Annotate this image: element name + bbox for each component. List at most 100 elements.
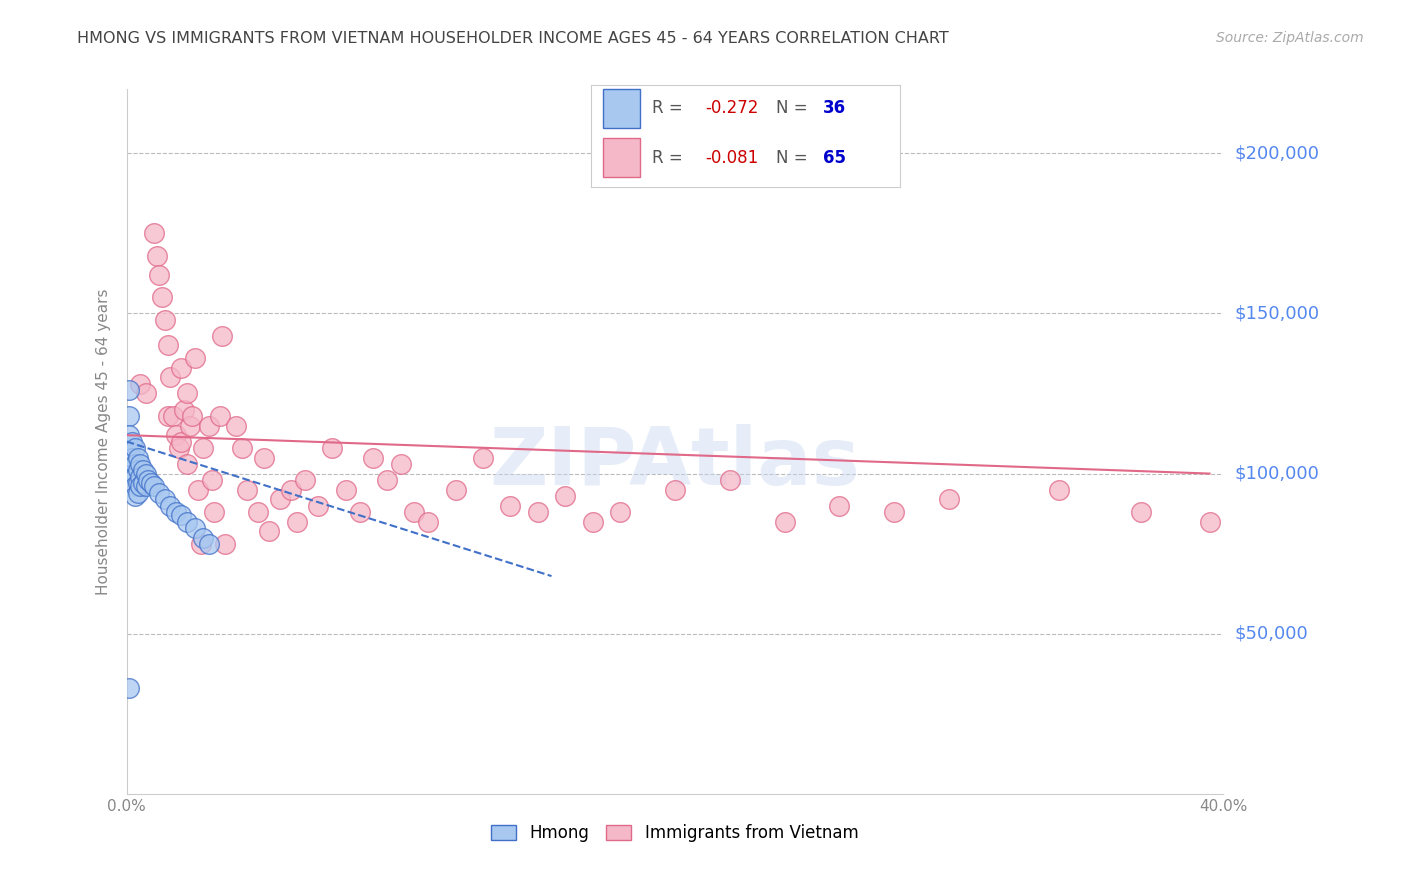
Point: [121, 434, 143, 449]
Point: [170, 360, 193, 375]
Point: [153, 492, 176, 507]
Point: [124, 469, 146, 483]
Text: $150,000: $150,000: [1234, 304, 1319, 322]
Point: [176, 515, 198, 529]
Point: [184, 521, 207, 535]
Point: [162, 409, 184, 423]
Bar: [603, 89, 640, 128]
Point: [118, 428, 141, 442]
Point: [335, 483, 357, 497]
Point: [176, 386, 198, 401]
Y-axis label: Householder Income Ages 45 - 64 years: Householder Income Ages 45 - 64 years: [96, 288, 111, 595]
Point: [179, 418, 201, 433]
Point: [159, 370, 181, 384]
Point: [1130, 505, 1153, 519]
Point: [375, 473, 398, 487]
Point: [718, 473, 741, 487]
Point: [247, 505, 270, 519]
Point: [193, 531, 215, 545]
Text: $100,000: $100,000: [1234, 465, 1319, 483]
Point: [127, 450, 149, 465]
Point: [118, 681, 141, 696]
Point: [129, 376, 152, 391]
Point: [280, 483, 302, 497]
Point: [173, 402, 195, 417]
Point: [609, 505, 631, 519]
Point: [159, 499, 181, 513]
Text: $50,000: $50,000: [1234, 624, 1308, 643]
Point: [121, 450, 143, 465]
Point: [257, 524, 280, 539]
Point: [135, 479, 157, 493]
Point: [129, 457, 152, 471]
Point: [349, 505, 371, 519]
Point: [389, 457, 412, 471]
Point: [165, 428, 187, 442]
Point: [135, 386, 157, 401]
Point: [231, 441, 253, 455]
Point: [127, 476, 149, 491]
Point: [141, 476, 163, 491]
Point: [170, 434, 193, 449]
Point: [167, 441, 190, 455]
Point: [321, 441, 343, 455]
Point: [165, 505, 187, 519]
Legend: Hmong, Immigrants from Vietnam: Hmong, Immigrants from Vietnam: [485, 818, 865, 849]
Point: [138, 473, 160, 487]
Point: [582, 515, 605, 529]
Point: [127, 463, 149, 477]
Point: [499, 499, 522, 513]
Point: [294, 473, 316, 487]
Point: [124, 479, 146, 493]
Text: ZIPAtlas: ZIPAtlas: [489, 424, 860, 501]
Point: [214, 537, 236, 551]
Point: [190, 537, 212, 551]
Point: [148, 268, 170, 282]
Point: [202, 505, 225, 519]
Point: [1198, 515, 1220, 529]
Point: [150, 290, 173, 304]
Point: [135, 467, 157, 481]
Point: [253, 450, 276, 465]
Point: [124, 457, 146, 471]
Point: [197, 418, 219, 433]
Point: [121, 467, 143, 481]
Point: [527, 505, 550, 519]
Text: 65: 65: [823, 149, 845, 167]
Point: [472, 450, 495, 465]
Point: [938, 492, 960, 507]
Text: Source: ZipAtlas.com: Source: ZipAtlas.com: [1216, 31, 1364, 45]
Point: [184, 351, 207, 366]
Point: [143, 227, 166, 241]
Point: [118, 409, 141, 423]
Point: [208, 409, 231, 423]
Point: [1047, 483, 1070, 497]
Point: [127, 485, 149, 500]
Point: [156, 338, 179, 352]
Point: [187, 483, 209, 497]
Point: [664, 483, 686, 497]
Text: N =: N =: [776, 149, 807, 167]
Text: R =: R =: [652, 149, 683, 167]
Point: [124, 441, 146, 455]
Text: HMONG VS IMMIGRANTS FROM VIETNAM HOUSEHOLDER INCOME AGES 45 - 64 YEARS CORRELATI: HMONG VS IMMIGRANTS FROM VIETNAM HOUSEHO…: [77, 31, 949, 46]
Point: [176, 457, 198, 471]
Text: N =: N =: [776, 99, 807, 118]
Bar: [603, 138, 640, 177]
Point: [145, 249, 167, 263]
Point: [153, 313, 176, 327]
Point: [308, 499, 330, 513]
Point: [773, 515, 796, 529]
Point: [170, 508, 193, 523]
Point: [828, 499, 851, 513]
Point: [418, 515, 440, 529]
Text: -0.081: -0.081: [704, 149, 758, 167]
Point: [148, 485, 170, 500]
Point: [118, 444, 141, 458]
Point: [118, 384, 141, 398]
Point: [211, 328, 233, 343]
Point: [156, 409, 179, 423]
Text: 36: 36: [823, 99, 845, 118]
Point: [132, 476, 155, 491]
Point: [124, 489, 146, 503]
